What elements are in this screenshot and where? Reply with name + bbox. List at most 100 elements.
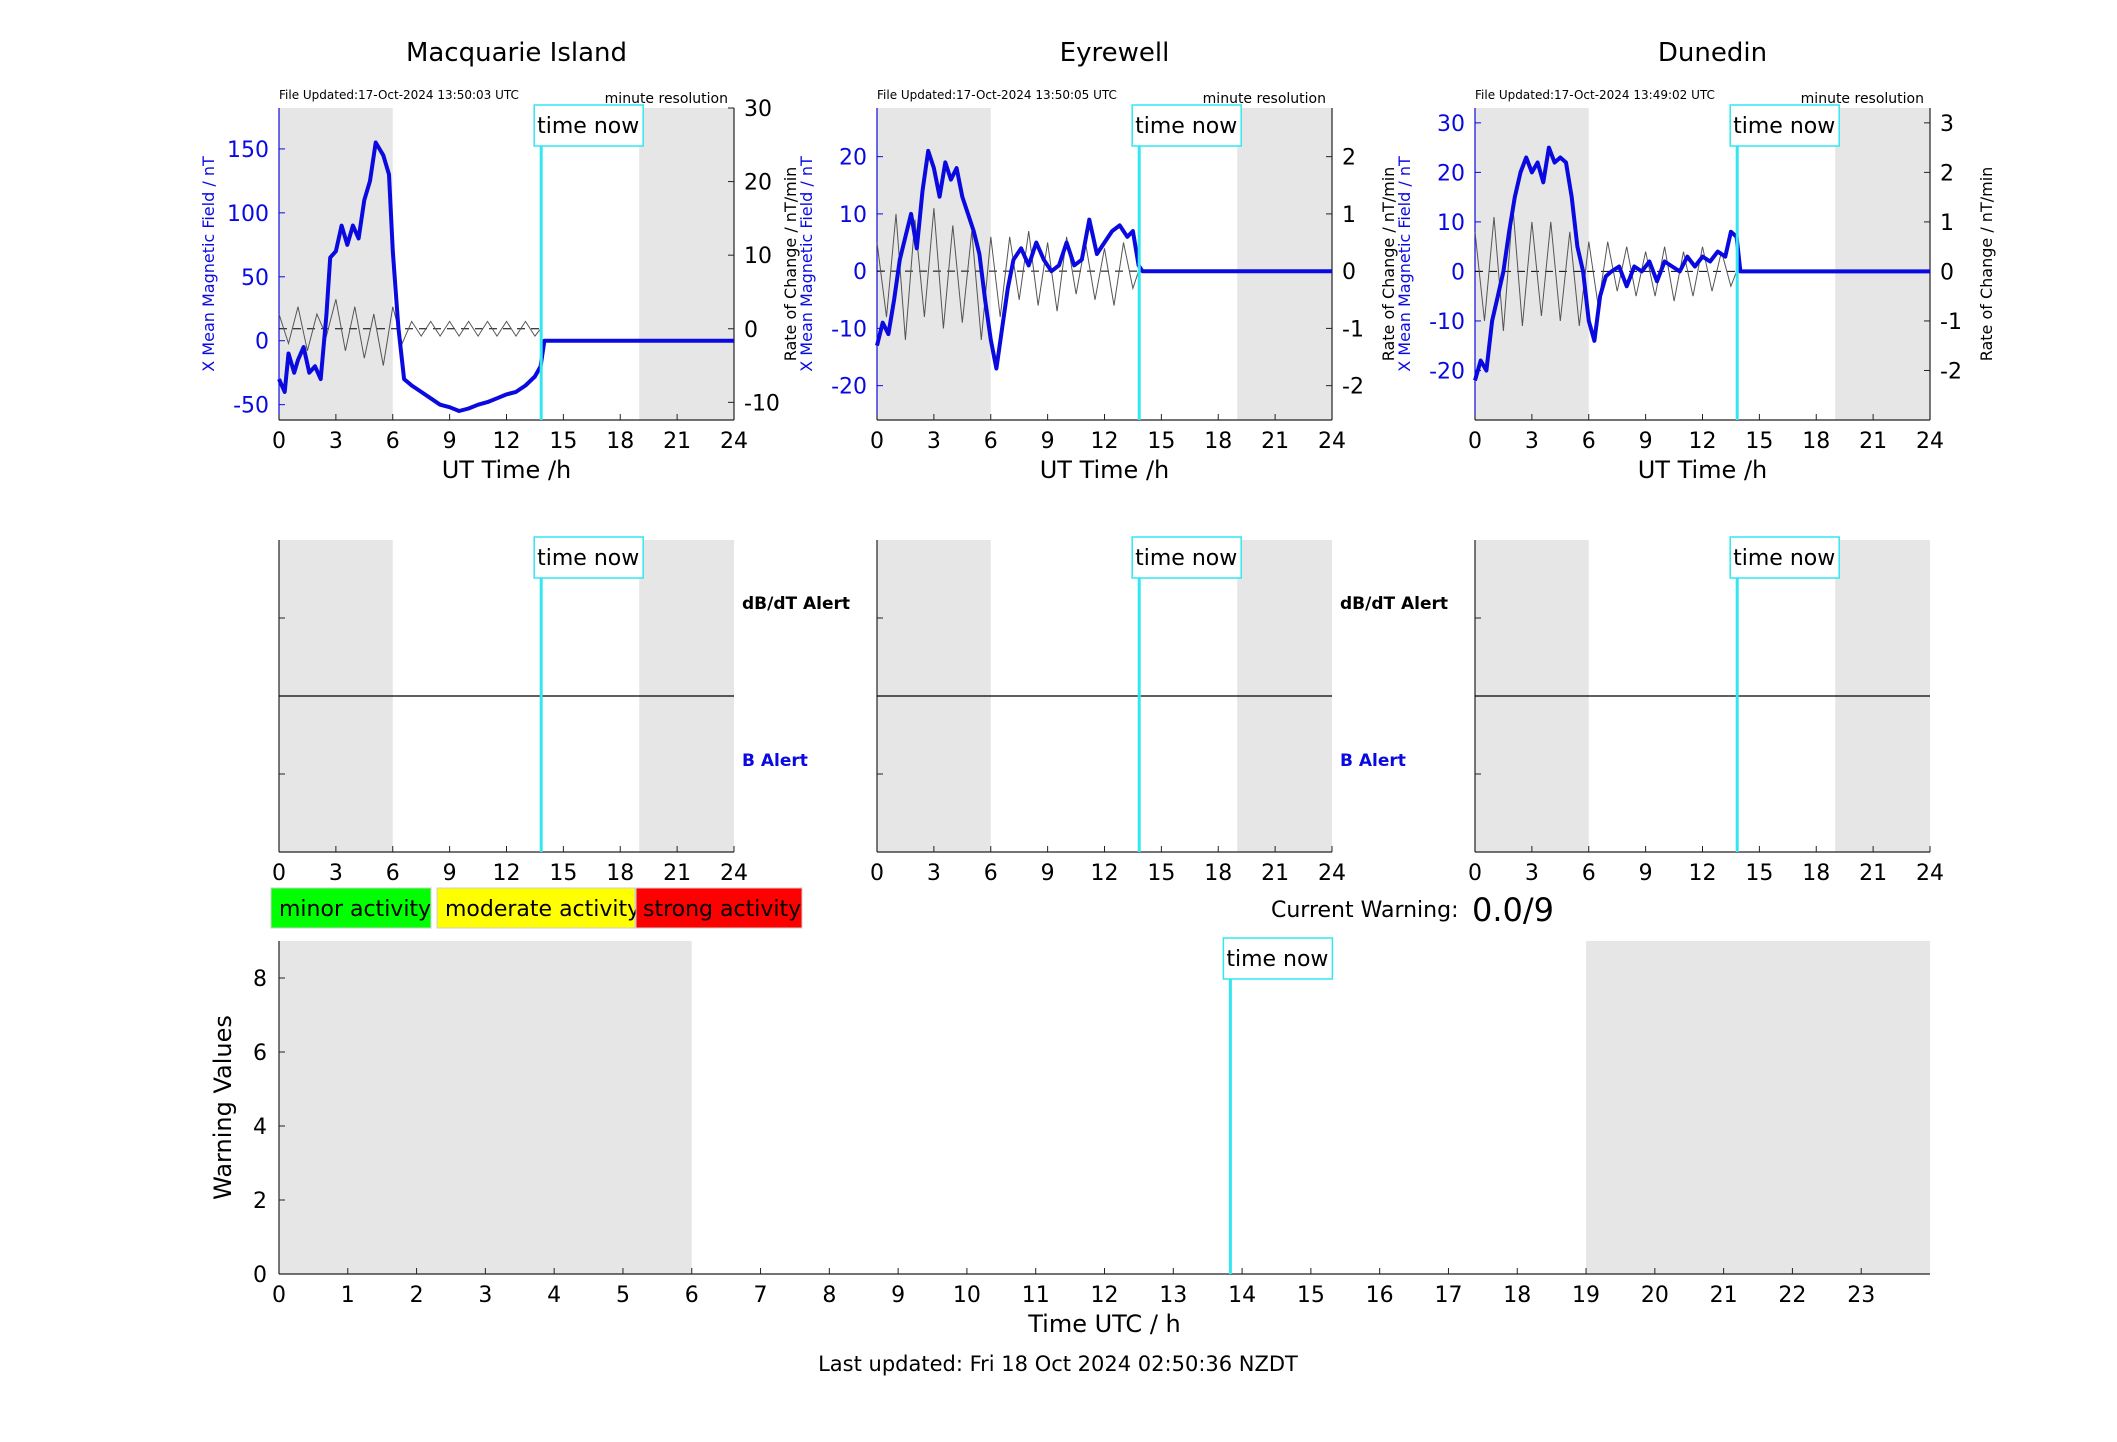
x-tick-label: 3 — [329, 861, 343, 886]
y-tick-label-right: -2 — [1940, 359, 1962, 384]
x-tick-label: 20 — [1641, 1283, 1669, 1308]
x-tick-label: 12 — [1091, 429, 1119, 454]
y-tick-label-left: 30 — [1437, 112, 1465, 137]
x-tick-label: 15 — [1745, 429, 1773, 454]
x-tick-label: 12 — [493, 861, 521, 886]
time-now-box — [533, 536, 644, 579]
y-tick-label-left: 50 — [241, 266, 269, 291]
time-now-label: time now — [1135, 114, 1237, 139]
station-title: Macquarie Island — [406, 38, 627, 68]
night-band — [1475, 108, 1589, 420]
file-updated-text: File Updated:17-Oct-2024 13:50:05 UTC — [877, 88, 1117, 102]
x-tick-label: 19 — [1572, 1283, 1600, 1308]
x-tick-label: 0 — [272, 1283, 286, 1308]
y-tick-label-left: -20 — [831, 375, 867, 400]
panel-6: 0 1 2 3 4 5 6 7 8 9 10 11 12 13 14 15 16 17 18 19 20 21 22 23Ti… — [209, 937, 1930, 1338]
x-tick-label: 24 — [720, 429, 748, 454]
time-now-label: time now — [1733, 114, 1835, 139]
y-tick-label: 4 — [253, 1115, 267, 1140]
legend-strong-label: strong activity — [643, 897, 801, 922]
y-tick-label: 8 — [253, 967, 267, 992]
panel-3: 0 3 6 9 12 15 18 21 24 dB/dT Alert B Alert time now — [272, 536, 850, 886]
x-tick-label: 6 — [685, 1283, 699, 1308]
y-tick-label-left: 0 — [1451, 260, 1465, 285]
night-band — [1835, 108, 1930, 420]
current-warning-value: 0.0/9 — [1472, 891, 1554, 929]
y-axis-label-right: Rate of Change / nT/min — [781, 167, 800, 362]
x-tick-label: 12 — [1689, 861, 1717, 886]
time-now-label: time now — [1226, 947, 1328, 972]
panel-0: 0 3 6 9 12 15 18 21 24 UT Time /h Macquarie Island… — [199, 38, 800, 484]
night-band — [1586, 941, 1930, 1274]
activity-legend: minor activity moderate activity strong … — [270, 887, 803, 929]
x-tick-label: 3 — [927, 861, 941, 886]
y-tick-label-right: 1 — [1342, 203, 1356, 228]
x-tick-label: 9 — [1639, 429, 1653, 454]
x-tick-label: 9 — [1639, 861, 1653, 886]
time-now-box — [1729, 104, 1840, 147]
y-tick-label-left: 150 — [227, 138, 269, 163]
rate-of-change-line — [1474, 206, 1738, 331]
panel-5: 0 3 6 9 12 15 18 21 24 time now — [1468, 536, 1944, 886]
x-tick-label: 12 — [1091, 861, 1119, 886]
x-tick-label: 3 — [478, 1283, 492, 1308]
x-tick-label: 21 — [1859, 429, 1887, 454]
x-tick-label: 6 — [1582, 429, 1596, 454]
x-tick-label: 6 — [1582, 861, 1596, 886]
resolution-text: minute resolution — [1801, 91, 1924, 107]
current-warning-label: Current Warning: — [1271, 898, 1458, 923]
magnetic-field-line — [1473, 145, 1930, 381]
x-tick-label: 18 — [1204, 429, 1232, 454]
y-tick-label-right: 0 — [744, 318, 758, 343]
x-tick-label: 0 — [870, 429, 884, 454]
y-tick-label-left: 0 — [853, 260, 867, 285]
x-axis-label: Time UTC / h — [1027, 1310, 1181, 1338]
x-tick-label: 3 — [329, 429, 343, 454]
x-tick-label: 8 — [822, 1283, 836, 1308]
y-tick-label-right: 0 — [1940, 260, 1954, 285]
x-tick-label: 24 — [1916, 861, 1944, 886]
x-tick-label: 24 — [1318, 861, 1346, 886]
y-tick-label-left: -20 — [1429, 359, 1465, 384]
x-tick-label: 7 — [754, 1283, 768, 1308]
y-tick-label-left: 20 — [839, 146, 867, 171]
x-tick-label: 6 — [386, 861, 400, 886]
y-tick-label-left: -10 — [1429, 310, 1465, 335]
x-tick-label: 15 — [1297, 1283, 1325, 1308]
x-tick-label: 9 — [891, 1283, 905, 1308]
x-tick-label: 0 — [272, 429, 286, 454]
y-tick-label-right: 20 — [744, 171, 772, 196]
b-alert-label: B Alert — [742, 751, 808, 771]
x-tick-label: 9 — [443, 861, 457, 886]
y-tick-label-left: 0 — [255, 330, 269, 355]
x-tick-label: 1 — [341, 1283, 355, 1308]
x-tick-label: 12 — [493, 429, 521, 454]
x-tick-label: 3 — [1525, 861, 1539, 886]
time-now-label: time now — [537, 546, 639, 571]
x-tick-label: 12 — [1689, 429, 1717, 454]
x-tick-label: 15 — [1745, 861, 1773, 886]
x-tick-label: 23 — [1847, 1283, 1875, 1308]
y-axis-label-right: Rate of Change / nT/min — [1379, 167, 1398, 362]
legend-minor-label: minor activity — [279, 897, 431, 922]
x-tick-label: 11 — [1022, 1283, 1050, 1308]
y-tick-label-right: 2 — [1940, 161, 1954, 186]
file-updated-text: File Updated:17-Oct-2024 13:50:03 UTC — [279, 88, 519, 102]
magnetic-field-line — [277, 140, 734, 413]
x-tick-label: 18 — [1503, 1283, 1531, 1308]
x-tick-label: 17 — [1434, 1283, 1462, 1308]
magnetic-field-line — [875, 148, 1332, 371]
x-tick-label: 18 — [606, 429, 634, 454]
y-axis-label-right: Rate of Change / nT/min — [1977, 167, 1996, 362]
b-alert-label: B Alert — [1340, 751, 1406, 771]
y-tick-label-left: -50 — [233, 394, 269, 419]
y-tick-label-left: 100 — [227, 202, 269, 227]
y-tick-label-left: 10 — [1437, 211, 1465, 236]
y-axis-label: Warning Values — [209, 1015, 237, 1200]
x-tick-label: 21 — [663, 429, 691, 454]
y-tick-label-right: 0 — [1342, 260, 1356, 285]
x-tick-label: 0 — [870, 861, 884, 886]
